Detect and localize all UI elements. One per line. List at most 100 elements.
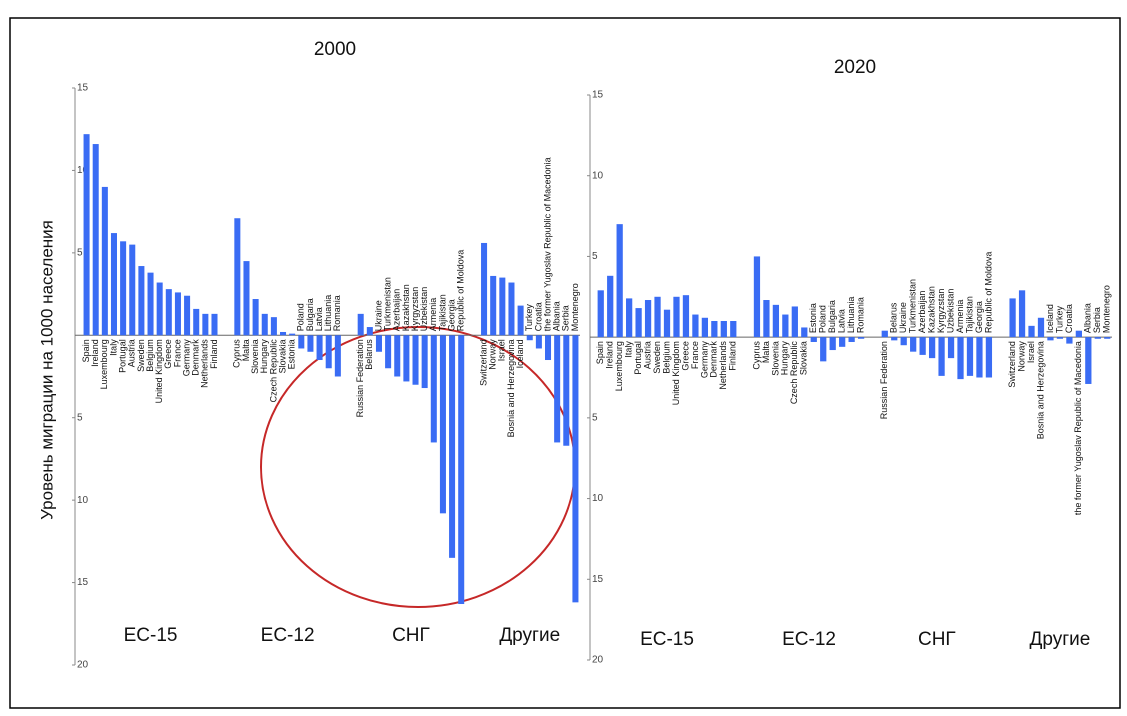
group-label: ЕС-15 [124, 625, 178, 646]
x-tick-label: Israel [497, 339, 507, 361]
x-tick-label: Turkey [1054, 305, 1064, 333]
bar [763, 300, 770, 338]
x-tick-label: Czech Republic [268, 339, 278, 403]
x-tick-label: Armenia [955, 300, 965, 334]
x-tick-label: Latvia [314, 307, 324, 331]
bar [211, 313, 218, 336]
x-tick-label: Bosnia and Herzegovina [1035, 341, 1045, 439]
x-tick-label: Italy [624, 341, 634, 358]
x-tick-label: Croatia [533, 302, 543, 331]
bar [848, 337, 855, 342]
x-tick-label: Kyrgyzstan [936, 289, 946, 334]
x-tick-label: Georgia [974, 301, 984, 333]
y-tick-label: 20 [77, 660, 89, 671]
x-tick-label: Serbia [1092, 307, 1102, 333]
x-tick-label: Czech Republic [789, 341, 799, 405]
x-tick-label: Ireland [90, 339, 100, 367]
x-tick-label: United Kingdom [154, 339, 164, 403]
bar [791, 306, 798, 338]
x-tick-label: Uzbekistan [419, 287, 429, 332]
x-tick-label: Croatia [1064, 304, 1074, 333]
x-tick-label: Romania [855, 297, 865, 333]
bar [1028, 325, 1035, 338]
x-tick-label: Russian Federation [879, 341, 889, 419]
x-tick-label: Tajikistan [437, 294, 447, 331]
x-tick-label: Lithuania [846, 297, 856, 334]
x-tick-label: France [172, 339, 182, 367]
y-tick-label: 5 [592, 412, 598, 423]
y-tick-label: 10 [592, 170, 604, 181]
x-tick-label: Kazakhstan [926, 286, 936, 333]
y-tick-label: 15 [592, 574, 604, 585]
x-tick-label: Spain [81, 339, 91, 362]
x-tick-label: Spain [595, 341, 605, 364]
y-tick-label: 5 [77, 412, 83, 423]
bar [202, 313, 209, 336]
bar [782, 314, 789, 338]
bar [554, 335, 561, 443]
bar [563, 335, 570, 446]
x-tick-label: Slovenia [250, 339, 260, 374]
y-tick-label: 15 [77, 83, 89, 94]
x-tick-label: Netherlands [718, 341, 728, 390]
x-tick-label: Switzerland [1007, 341, 1017, 388]
x-tick-label: Republic of Moldova [983, 252, 993, 334]
bar [147, 272, 154, 336]
bar [165, 289, 172, 336]
bar [635, 308, 642, 338]
x-tick-label: Uzbekistan [945, 289, 955, 334]
x-tick-label: Estonia [808, 303, 818, 333]
bar [829, 337, 836, 351]
bar [673, 296, 680, 338]
x-tick-label: Hungary [259, 339, 269, 374]
group-label: ЕС-15 [640, 629, 694, 650]
x-tick-label: Lithuania [323, 295, 333, 332]
bar [919, 337, 926, 355]
x-tick-label: Montenegro [570, 283, 580, 331]
bar [976, 337, 983, 378]
bar [421, 335, 428, 389]
bar [430, 335, 437, 443]
bar [1009, 298, 1016, 338]
x-tick-label: Cyprus [751, 341, 761, 370]
bar [810, 337, 817, 342]
bar [535, 335, 542, 349]
y-tick-label: 10 [592, 493, 604, 504]
x-tick-label: Turkey [524, 304, 534, 332]
bar [545, 335, 552, 361]
bar [517, 305, 524, 336]
x-tick-label: Belarus [364, 339, 374, 370]
bar [772, 304, 780, 338]
y-tick-label: 5 [592, 251, 598, 262]
bar [701, 317, 709, 338]
bar [499, 277, 506, 336]
frame [9, 17, 1121, 709]
y-tick-label: 10 [77, 495, 89, 506]
bar [663, 309, 671, 338]
bar [1104, 337, 1111, 339]
bar [644, 300, 652, 338]
bar [654, 296, 661, 338]
x-tick-label: Bosnia and Herzegovina [506, 339, 516, 437]
bar [730, 321, 737, 338]
x-tick-label: Armenia [428, 298, 438, 332]
x-tick-label: Sweden [652, 341, 662, 374]
x-tick-label: Hungary [780, 341, 790, 376]
bar [572, 335, 579, 603]
bar [508, 282, 515, 336]
bar [156, 282, 163, 336]
x-tick-label: Slovakia [277, 339, 287, 373]
group-label: ЕС-12 [782, 629, 836, 650]
bar [881, 330, 888, 338]
bar [891, 337, 898, 341]
bar [481, 242, 488, 336]
bar [357, 313, 364, 336]
x-tick-label: Iceland [515, 339, 525, 368]
bar [129, 244, 136, 336]
bar [616, 224, 623, 338]
x-tick-label: Russian Federation [355, 339, 365, 417]
bar [120, 241, 127, 336]
x-tick-label: Turkmenistan [908, 279, 918, 333]
x-tick-label: Romania [332, 295, 342, 331]
